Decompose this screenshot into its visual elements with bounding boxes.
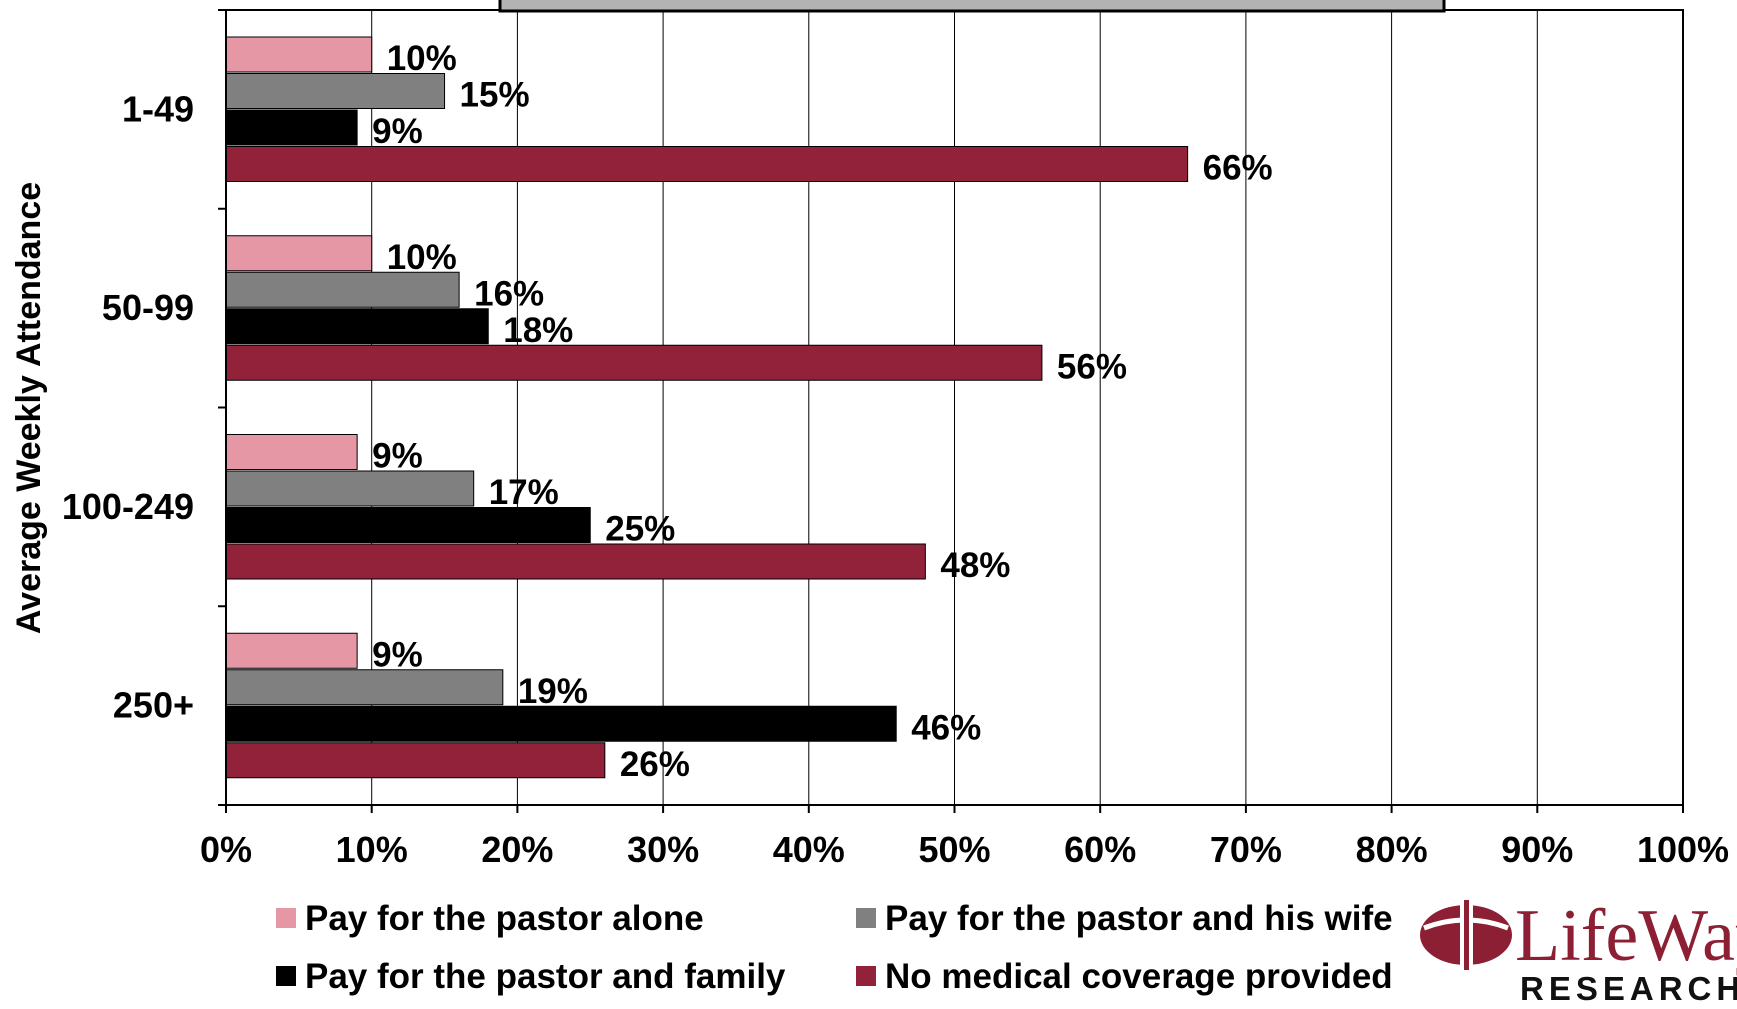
- y-axis-title: Average Weekly Attendance: [10, 182, 48, 634]
- bar: [226, 110, 357, 145]
- x-tick-label: 70%: [1210, 829, 1282, 870]
- data-label: 18%: [503, 311, 573, 350]
- cross-globe-icon: [1420, 898, 1512, 972]
- legend-swatch: [276, 966, 296, 986]
- legend-label: Pay for the pastor and family: [305, 957, 786, 996]
- x-tick-label: 100%: [1637, 829, 1729, 870]
- data-label: 56%: [1057, 347, 1127, 386]
- data-label: 9%: [372, 112, 423, 151]
- x-tick-label: 40%: [773, 829, 845, 870]
- data-label: 15%: [460, 76, 530, 115]
- bar: [226, 670, 503, 705]
- logo-wordmark: LifeWay: [1515, 895, 1737, 977]
- x-tick-label: 50%: [918, 829, 990, 870]
- legend-label: No medical coverage provided: [885, 957, 1393, 996]
- bar: [226, 633, 357, 668]
- legend-label: Pay for the pastor alone: [305, 899, 704, 938]
- bar: [226, 471, 474, 506]
- data-label: 46%: [911, 708, 981, 747]
- bar: [226, 37, 372, 72]
- x-tick-label: 20%: [481, 829, 553, 870]
- data-label: 10%: [387, 39, 457, 78]
- x-tick-label: 90%: [1501, 829, 1573, 870]
- data-label: 16%: [474, 274, 544, 313]
- bar: [226, 706, 896, 741]
- data-label: 26%: [620, 745, 690, 784]
- logo-subtitle: RESEARCH: [1520, 970, 1737, 1007]
- bar: [226, 345, 1042, 380]
- legend: Pay for the pastor alone Pay for the past…: [276, 899, 1393, 996]
- x-tick-label: 30%: [627, 829, 699, 870]
- x-tick-label: 0%: [200, 829, 252, 870]
- x-tick-label: 10%: [336, 829, 408, 870]
- bar: [226, 508, 590, 543]
- data-label: 9%: [372, 437, 423, 476]
- data-label: 48%: [940, 546, 1010, 585]
- data-label: 17%: [489, 473, 559, 512]
- x-tick-label: 60%: [1064, 829, 1136, 870]
- data-label: 66%: [1203, 149, 1273, 188]
- bar: [226, 74, 445, 109]
- legend-label: Pay for the pastor and his wife: [885, 899, 1393, 938]
- bar: [226, 272, 459, 307]
- bar: [226, 147, 1188, 182]
- data-label: 19%: [518, 672, 588, 711]
- category-label: 250+: [113, 685, 194, 726]
- category-label: 100-249: [62, 486, 194, 527]
- category-label: 1-49: [122, 88, 194, 129]
- category-label: 50-99: [102, 287, 194, 328]
- bar: [226, 435, 357, 470]
- bar: [226, 309, 488, 344]
- bar: [226, 544, 925, 579]
- legend-swatch: [856, 908, 876, 928]
- x-tick-label: 80%: [1356, 829, 1428, 870]
- legend-swatch: [276, 908, 296, 928]
- bar: [226, 743, 605, 778]
- title-box: [500, 0, 1444, 11]
- legend-swatch: [856, 966, 876, 986]
- lifeway-logo: LifeWay RESEARCH: [1420, 895, 1737, 1007]
- data-label: 25%: [605, 510, 675, 549]
- bar: [226, 236, 372, 271]
- data-label: 10%: [387, 238, 457, 277]
- data-label: 9%: [372, 635, 423, 674]
